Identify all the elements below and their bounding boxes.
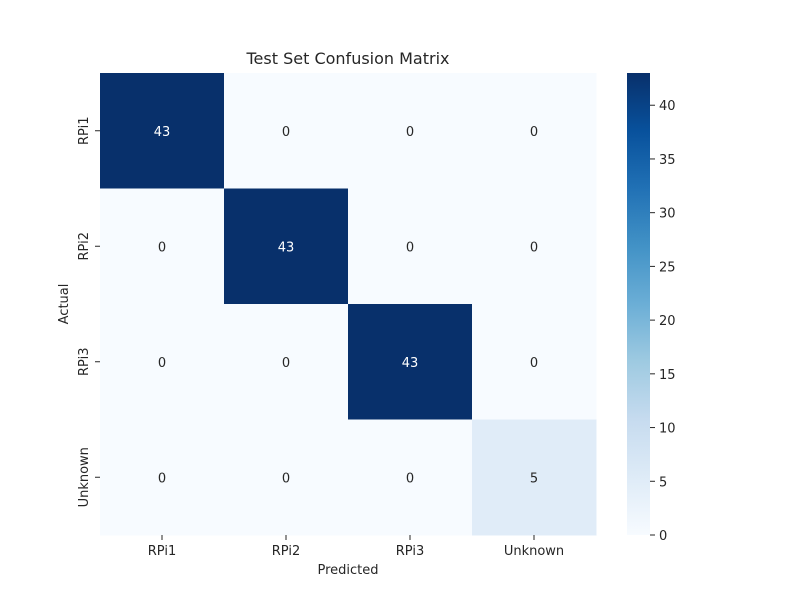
cell-value-label: 0 [158,356,166,371]
cell-value-label: 0 [282,125,290,140]
heatmap-cell [348,73,473,189]
x-axis-ticks: RPi1 RPi2 RPi3 Unknown [148,535,564,559]
heatmap-cell [472,188,597,305]
cell-value-label: 0 [282,471,290,486]
heatmap-cell [348,419,473,536]
heatmap-cell [100,304,225,420]
cell-value-label: 0 [530,240,538,255]
colorbar-tick-label: 25 [659,260,676,275]
heatmap-cell [100,419,225,536]
heatmap-cell [224,73,349,189]
chart-title: Test Set Confusion Matrix [246,49,450,68]
heatmap-cell [224,304,349,420]
heatmap-cell [100,188,225,305]
colorbar: 0 5 10 15 20 25 30 35 40 [627,73,676,544]
cell-value-label: 43 [278,240,295,255]
cell-value-label: 43 [154,125,171,140]
cell-value-label: 0 [406,471,414,486]
colorbar-tick-label: 15 [659,368,676,383]
x-tick-label: RPi2 [272,544,300,559]
y-tick-label: RPi1 [77,117,92,145]
cell-value-label: 0 [158,240,166,255]
heatmap-cell [472,73,597,189]
heatmap-cell [472,304,597,420]
cell-value-label: 0 [406,125,414,140]
y-tick-label: Unknown [77,447,92,507]
heatmap-cell [348,188,473,305]
x-tick-label: RPi1 [148,544,176,559]
colorbar-tick-label: 40 [659,99,676,114]
heatmap-cell [224,188,349,305]
heatmap-cell [100,73,225,189]
cell-value-label: 43 [402,356,419,371]
heatmap-cell [224,419,349,536]
heatmap-cell [348,304,473,420]
colorbar-tick-label: 20 [659,314,676,329]
cell-value-label: 0 [282,356,290,371]
colorbar-tick-label: 0 [659,529,667,544]
colorbar-tick-label: 5 [659,475,667,490]
colorbar-tick-label: 30 [659,207,676,222]
colorbar-tick-label: 10 [659,422,676,437]
y-axis-label: Actual [57,284,72,325]
colorbar-tick-label: 35 [659,153,676,168]
cell-value-label: 5 [530,471,538,486]
heatmap-cells: 43 0 0 0 0 43 0 0 0 0 43 0 0 0 0 5 [100,73,597,536]
x-tick-label: RPi3 [396,544,424,559]
colorbar-gradient [627,73,650,535]
heatmap-cell [472,419,597,536]
x-axis-label: Predicted [317,563,378,578]
cell-value-label: 0 [530,125,538,140]
y-tick-label: RPi3 [77,348,92,376]
cell-value-label: 0 [158,471,166,486]
cell-value-label: 0 [406,240,414,255]
y-tick-label: RPi2 [77,232,92,260]
y-axis-ticks: RPi1 RPi2 RPi3 Unknown [77,117,100,507]
cell-value-label: 0 [530,356,538,371]
x-tick-label: Unknown [504,544,564,559]
